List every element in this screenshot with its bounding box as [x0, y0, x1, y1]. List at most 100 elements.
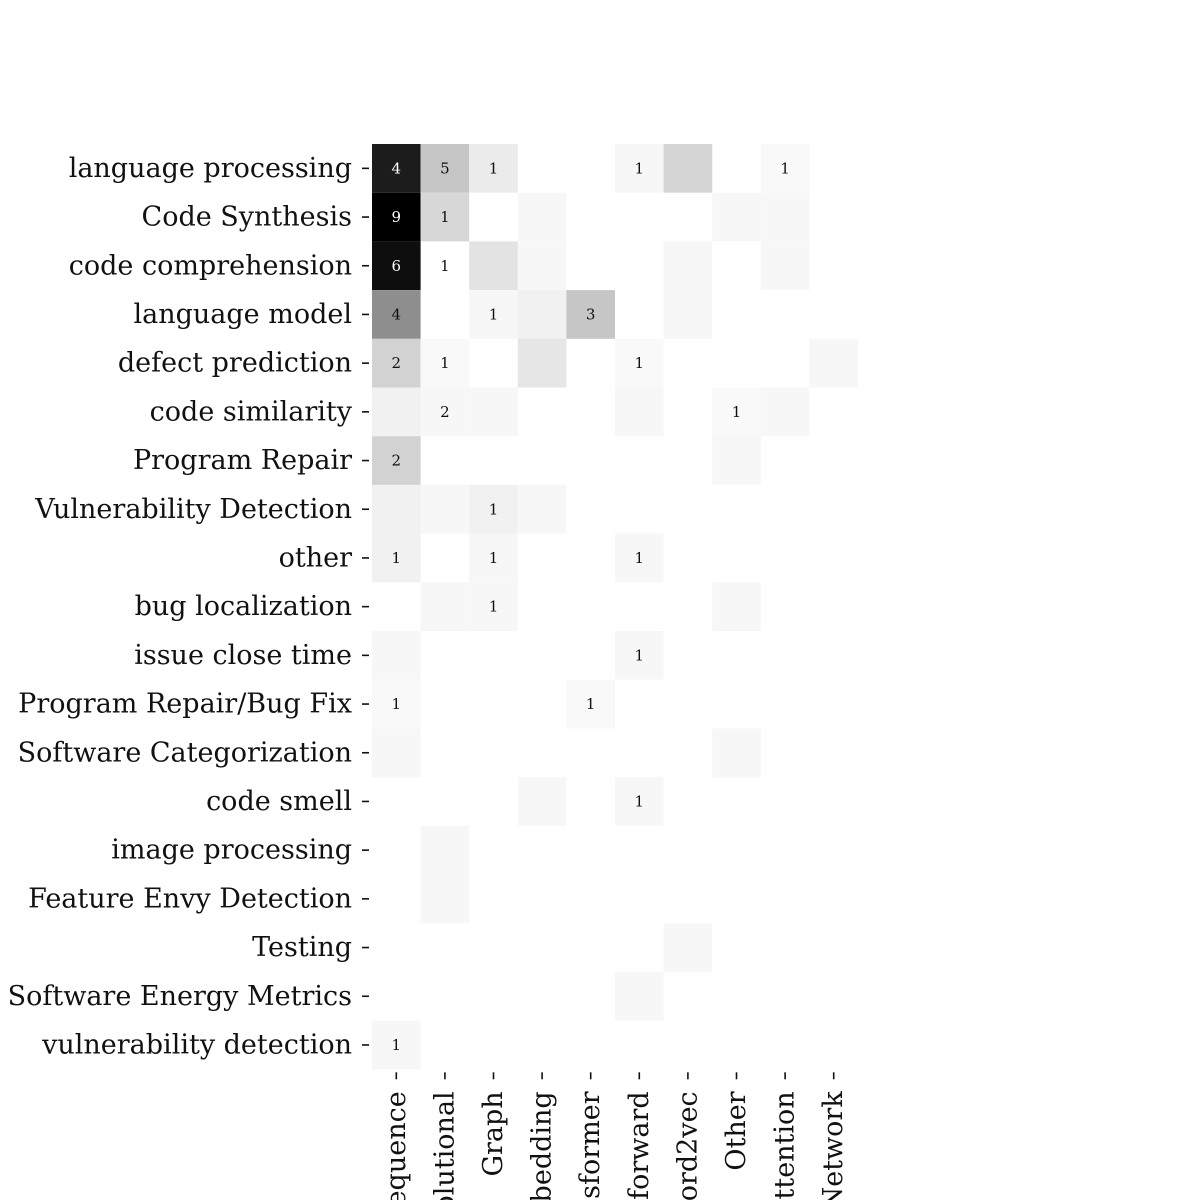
x-tick-label-8: ttention	[770, 1091, 801, 1199]
heatmap-cell-r10-c0	[372, 631, 421, 680]
heatmap-cell-r9-c7	[712, 582, 761, 631]
heatmap-cell-r5-c1	[420, 387, 470, 437]
heatmap-cell-r1-c8	[760, 192, 810, 242]
heatmap-cell-r7-c2	[469, 484, 518, 534]
cell-annotation-r10-c5: 1	[635, 646, 645, 664]
heatmap-cell-r5-c2	[469, 387, 518, 437]
x-axis: equence olutional Graph bedding sformer forwa…	[381, 1072, 849, 1200]
cell-annotation-r4-c0: 2	[392, 354, 402, 372]
y-tick-label-17: Software Energy Metrics	[8, 981, 352, 1012]
heatmap-cell-r8-c2	[469, 533, 518, 583]
x-tick-label-7: Other	[721, 1091, 752, 1170]
cell-annotation-r0-c8: 1	[780, 159, 790, 177]
y-tick-label-5: code similarity	[150, 396, 353, 427]
cell-annotation-r3-c2: 1	[489, 305, 499, 323]
cell-annotation-r13-c5: 1	[635, 792, 645, 810]
y-tick-label-1: Code Synthesis	[142, 202, 352, 233]
heatmap-cells	[372, 144, 858, 1070]
heatmap-cell-r10-c5	[615, 631, 664, 680]
y-tick-label-6: Program Repair	[133, 445, 352, 476]
heatmap-cell-r4-c9	[809, 338, 858, 388]
heatmap-cell-r5-c7	[712, 387, 761, 437]
cell-annotation-r6-c0: 2	[392, 452, 402, 470]
cell-annotation-r0-c1: 5	[440, 159, 450, 177]
heatmap-cell-r4-c0	[372, 338, 421, 388]
y-tick-label-9: bug localization	[135, 591, 352, 622]
cell-annotation-r2-c0: 6	[392, 257, 402, 275]
x-tick-label-5: forward	[624, 1091, 655, 1200]
x-tick-label-2: Graph	[478, 1091, 509, 1176]
heatmap-cell-r0-c1	[420, 144, 470, 193]
heatmap-cell-r3-c0	[372, 290, 421, 339]
cell-annotation-r0-c2: 1	[489, 159, 499, 177]
y-tick-label-18: vulnerability detection	[41, 1029, 352, 1060]
x-tick-label-3: bedding	[527, 1091, 558, 1200]
cell-annotation-r8-c0: 1	[392, 549, 402, 567]
y-tick-label-4: defect prediction	[118, 348, 352, 379]
y-tick-label-8: other	[279, 542, 352, 573]
heatmap-cell-r3-c6	[663, 290, 713, 339]
cell-annotation-r11-c4: 1	[586, 695, 596, 713]
heatmap-cell-r7-c0	[372, 484, 421, 534]
heatmap-cell-r3-c2	[469, 290, 518, 339]
y-tick-label-13: code smell	[206, 786, 352, 817]
y-tick-label-14: image processing	[111, 835, 352, 866]
heatmap-cell-r0-c8	[760, 144, 810, 193]
x-tick-label-1: olutional	[429, 1091, 460, 1200]
x-tick-label-9: Network	[818, 1091, 849, 1200]
heatmap-cell-r14-c1	[420, 825, 470, 875]
heatmap-cell-r7-c3	[517, 484, 567, 534]
heatmap-cell-r16-c6	[663, 923, 713, 972]
heatmap-cell-r0-c0	[372, 144, 421, 193]
cell-annotation-r5-c7: 1	[732, 403, 742, 421]
heatmap-cell-r13-c5	[615, 777, 664, 826]
heatmap-cell-r5-c8	[760, 387, 810, 437]
heatmap-cell-r6-c7	[712, 436, 761, 485]
heatmap-cell-r11-c4	[566, 679, 615, 729]
cell-annotation-r3-c4: 3	[586, 305, 596, 323]
heatmap-cell-r6-c0	[372, 436, 421, 485]
y-tick-label-15: Feature Envy Detection	[28, 883, 352, 914]
heatmap-cell-r15-c1	[420, 874, 470, 924]
heatmap-cell-r1-c3	[517, 192, 567, 242]
cell-annotation-r8-c2: 1	[489, 549, 499, 567]
cell-annotation-r4-c1: 1	[440, 354, 450, 372]
heatmap-cell-r0-c2	[469, 144, 518, 193]
heatmap-cell-r0-c6	[663, 144, 713, 193]
heatmap-cell-r8-c0	[372, 533, 421, 583]
y-tick-label-16: Testing	[252, 932, 352, 963]
cell-annotation-r11-c0: 1	[392, 695, 402, 713]
heatmap-cell-r12-c0	[372, 728, 421, 778]
cell-annotation-r7-c2: 1	[489, 500, 499, 518]
x-tick-label-6: ord2vec	[672, 1091, 703, 1200]
heatmap-cell-r12-c7	[712, 728, 761, 778]
heatmap-cell-r2-c6	[663, 241, 713, 291]
cell-annotation-r9-c2: 1	[489, 598, 499, 616]
heatmap-cell-r1-c7	[712, 192, 761, 242]
heatmap-cell-r1-c0	[372, 192, 421, 242]
heatmap-cell-r3-c4	[566, 290, 615, 339]
heatmap-cell-r4-c1	[420, 338, 470, 388]
y-tick-label-3: language model	[134, 299, 353, 330]
y-axis: language processing Code Synthesis code co…	[8, 153, 369, 1060]
heatmap-cell-r8-c5	[615, 533, 664, 583]
cell-annotation-r0-c5: 1	[635, 159, 645, 177]
y-tick-label-10: issue close time	[134, 640, 352, 671]
heatmap-cell-r4-c5	[615, 338, 664, 388]
heatmap-cell-r3-c3	[517, 290, 567, 339]
heatmap-cell-r1-c1	[420, 192, 470, 242]
heatmap-cell-r4-c3	[517, 338, 567, 388]
cell-annotation-r8-c5: 1	[635, 549, 645, 567]
cell-annotation-r4-c5: 1	[635, 354, 645, 372]
heatmap-cell-r7-c1	[420, 484, 470, 534]
heatmap-cell-r11-c0	[372, 679, 421, 729]
cell-annotation-r3-c0: 4	[392, 305, 402, 323]
heatmap-cell-r2-c2	[469, 241, 518, 291]
heatmap-cell-r2-c0	[372, 241, 421, 291]
cell-annotation-r18-c0: 1	[392, 1036, 402, 1054]
heatmap-cell-r5-c0	[372, 387, 421, 437]
y-tick-label-2: code comprehension	[69, 250, 352, 281]
heatmap-cell-r17-c5	[615, 971, 664, 1021]
x-tick-label-0: equence	[381, 1091, 412, 1200]
